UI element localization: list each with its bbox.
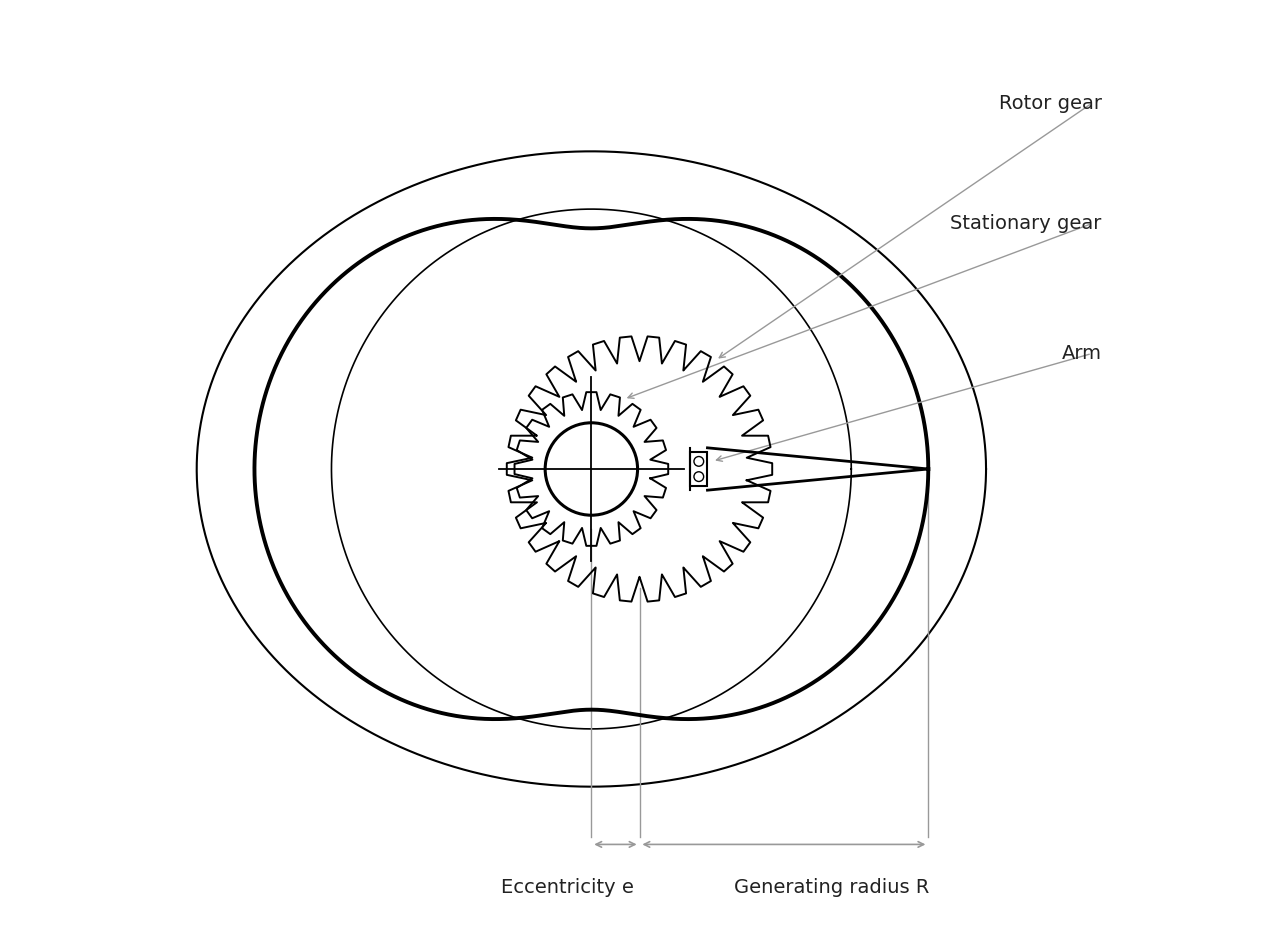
Bar (691, 452, 707, 486)
Text: Rotor gear: Rotor gear (999, 94, 1101, 113)
Text: Generating radius R: Generating radius R (734, 878, 930, 897)
Text: Arm: Arm (1062, 344, 1101, 363)
Text: Eccentricity e: Eccentricity e (501, 878, 633, 897)
Text: Stationary gear: Stationary gear (950, 214, 1101, 233)
